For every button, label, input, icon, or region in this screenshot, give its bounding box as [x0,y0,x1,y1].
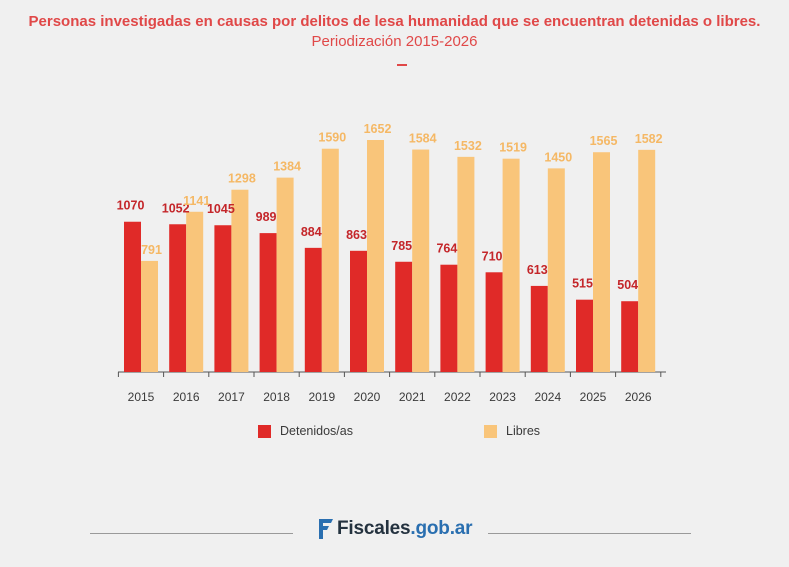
data-label-detenidos: 1070 [117,199,145,213]
data-label-detenidos: 785 [391,239,412,253]
x-tick-label: 2020 [354,390,381,404]
data-label-libres: 1141 [183,194,210,208]
data-label-detenidos: 1052 [162,201,190,215]
legend-item-detenidos: Detenidos/as [258,424,353,438]
x-tick-label: 2024 [534,390,561,404]
bar-detenidos [259,233,277,372]
bar-libres [412,149,430,372]
x-tick-label: 2021 [399,390,426,404]
x-tick-label: 2016 [173,390,200,404]
x-tick-label: 2025 [580,390,607,404]
legend-label-libres: Libres [506,424,541,438]
data-label-libres: 1450 [544,150,572,164]
bar-detenidos [485,272,503,372]
bar-libres [457,156,475,372]
bar-detenidos [576,299,593,372]
bar-libres [186,211,204,372]
data-label-detenidos: 863 [346,228,367,242]
title-divider [397,64,407,66]
logo-text-sub: .gob.ar [410,518,473,539]
data-label-libres: 1565 [590,134,618,148]
bar-detenidos [395,261,413,372]
data-label-detenidos: 884 [301,225,322,239]
footer-divider-left [90,533,293,534]
fiscales-flag-icon [319,519,333,539]
bar-libres [141,260,158,372]
fiscales-logo: Fiscales .gob.ar [318,518,473,540]
data-label-detenidos: 764 [436,242,457,256]
bar-libres [502,158,520,372]
legend-label-detenidos: Detenidos/as [280,424,353,438]
chart-title-main: Personas investigadas en causas por deli… [28,13,761,30]
x-tick-label: 2019 [308,390,335,404]
bar-detenidos [440,264,458,372]
data-label-libres: 1582 [635,132,663,146]
legend-swatch-libres [484,424,497,438]
bar-detenidos [350,250,367,372]
data-label-libres: 1519 [499,141,527,155]
bar-libres [638,149,656,372]
data-label-detenidos: 989 [256,210,277,224]
data-label-detenidos: 504 [617,278,638,292]
data-label-detenidos: 515 [572,277,593,291]
bar-libres [367,140,384,372]
data-label-libres: 1384 [273,160,301,174]
data-label-detenidos: 1045 [207,202,235,216]
bar-detenidos [621,301,639,372]
logo-text-main: Fiscales [337,518,411,539]
x-tick-label: 2023 [489,390,516,404]
bar-detenidos [214,225,232,372]
chart-title-period: Periodización 2015-2026 [311,33,478,50]
data-label-libres: 1584 [409,132,437,146]
bar-detenidos [304,247,322,372]
bar-detenidos [169,224,187,372]
x-tick-label: 2022 [444,390,471,404]
bar-detenidos [530,285,548,372]
bar-detenidos [124,221,141,372]
bar-libres [276,177,294,372]
footer-divider-right [488,533,691,534]
data-label-detenidos: 710 [482,249,503,263]
data-label-detenidos: 613 [527,263,548,277]
x-tick-label: 2026 [625,390,652,404]
legend-item-libres: Libres [484,424,540,438]
data-label-libres: 1590 [318,131,346,145]
data-label-libres: 1652 [364,122,392,136]
bar-libres [231,189,249,372]
bar-libres [321,148,339,372]
x-tick-label: 2018 [263,390,290,404]
data-label-libres: 1532 [454,139,482,153]
chart-legend: Detenidos/as Libres [0,424,789,444]
x-tick-label: 2015 [128,390,155,404]
legend-swatch-detenidos [258,424,271,438]
chart-title: Personas investigadas en causas por deli… [0,12,789,52]
x-tick-label: 2017 [218,390,245,404]
data-label-libres: 791 [141,243,162,257]
data-label-libres: 1298 [228,172,256,186]
bar-libres [547,168,565,372]
bar-libres [593,152,610,372]
